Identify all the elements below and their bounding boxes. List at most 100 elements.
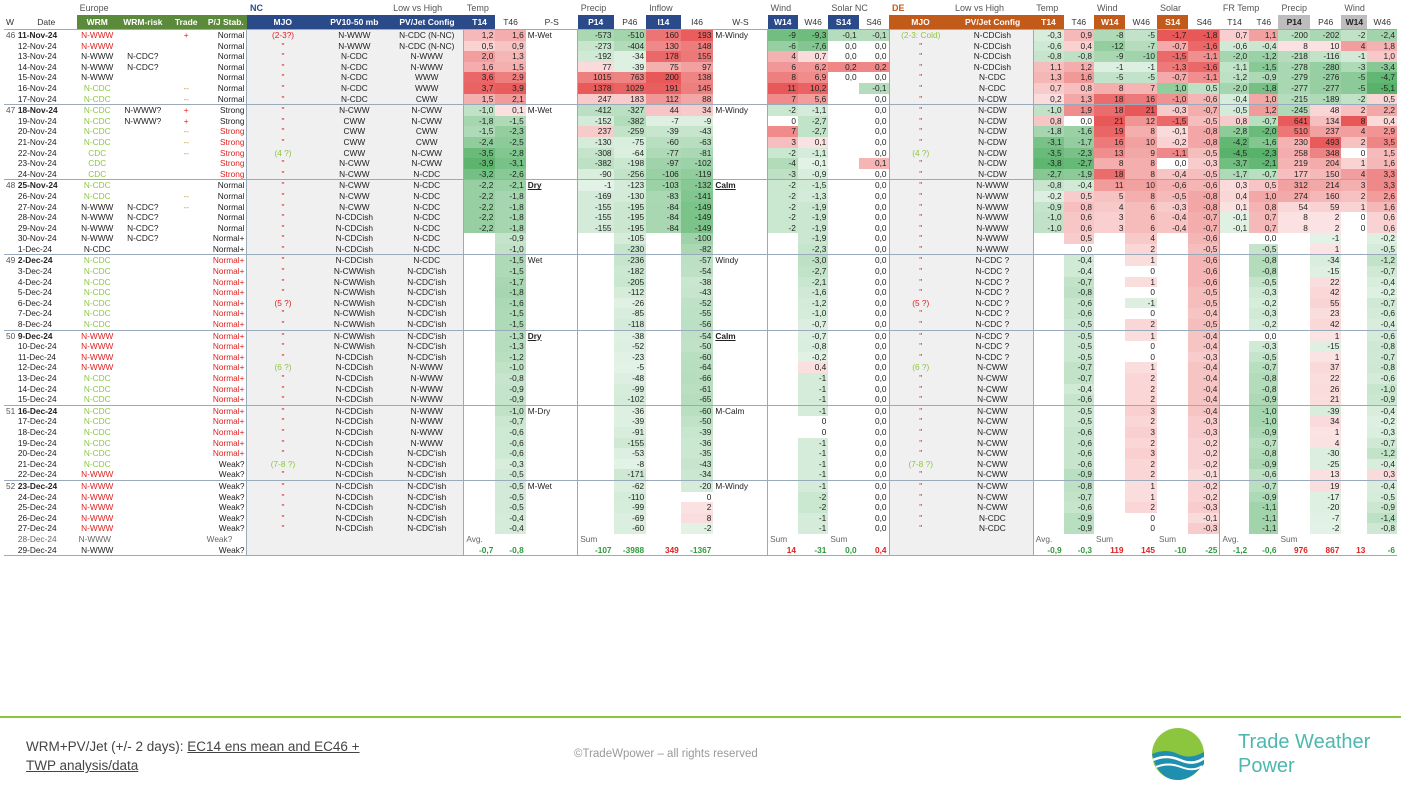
table-cell (463, 233, 496, 244)
table-cell: 10-Dec-24 (17, 341, 57, 352)
table-cell: 0,4 (1063, 40, 1095, 52)
copyright-text: ©TradeWpower – all rights reserved (574, 748, 758, 760)
table-cell: -0,7 (495, 416, 526, 427)
table-cell: -10 (1156, 544, 1189, 557)
table-cell: -0,5 (1156, 190, 1189, 202)
table-cell: 11 (1094, 179, 1126, 191)
table-cell (713, 513, 767, 524)
table-cell (713, 137, 767, 148)
table-cell: 18 (1094, 93, 1126, 105)
table-cell: -1 (797, 437, 829, 449)
group-header-cell: Low vs High (393, 3, 443, 13)
table-cell (1032, 404, 1064, 417)
table-cell (767, 469, 798, 481)
table-cell: N-WWW (951, 243, 1034, 255)
footer-link-ec14[interactable]: EC14 ens mean and EC46 + (187, 739, 360, 754)
table-cell: N-WWW (81, 491, 114, 502)
table-cell: 4 (1309, 437, 1342, 449)
table-cell: N-CDC (83, 190, 111, 201)
table-cell (828, 448, 858, 459)
table-cell: N-CWW (318, 179, 391, 191)
table-cell: -- (183, 136, 189, 147)
table-cell: -116 (1309, 51, 1342, 62)
table-cell: -277 (1309, 82, 1342, 94)
table-cell: -6 (1367, 544, 1397, 557)
table-cell: 1,8 (1367, 40, 1397, 52)
table-cell: " (246, 254, 319, 267)
table-cell: 4 (767, 51, 798, 62)
table-cell: N-CDCish (318, 351, 391, 363)
table-cell: -0,6 (1063, 458, 1095, 470)
table-cell: N-CDC (83, 319, 111, 330)
table-cell: -412 (577, 104, 614, 116)
table-cell (168, 362, 205, 373)
table-cell (525, 544, 578, 557)
table-cell (646, 448, 681, 459)
table-cell (168, 459, 205, 470)
table-cell (1094, 492, 1125, 503)
table-cell (767, 266, 798, 277)
table-cell (318, 544, 391, 557)
table-cell: N-CDC'ish (390, 319, 464, 331)
table-cell: WWW (390, 82, 464, 94)
table-cell: 0,0 (875, 136, 887, 147)
table-row: 14-Dec-24 N-CDC Normal+ " N-CDCish N-WWW -0,9-… (4, 383, 1397, 395)
table-cell: 2,9 (1367, 126, 1397, 137)
table-cell: -0,2 (1249, 319, 1279, 331)
table-cell: -0,6 (1063, 426, 1095, 438)
column-header: T14 (1219, 15, 1250, 30)
table-cell: 247 (577, 93, 614, 105)
table-cell: 0,2 (1032, 93, 1064, 105)
table-cell: N-WWW (76, 544, 118, 557)
table-cell: N-WWW (76, 28, 118, 41)
table-cell: -0,3 (1156, 201, 1189, 213)
table-cell: 0,0 (858, 254, 890, 267)
table-cell: " (888, 469, 952, 481)
table-cell (4, 266, 16, 277)
table-cell (713, 448, 767, 459)
footer-link-twp[interactable]: TWP analysis/data (26, 758, 139, 773)
table-cell: -10 (1125, 51, 1157, 62)
table-cell: N-CWW (951, 416, 1034, 427)
table-cell: 8 (1094, 82, 1126, 94)
table-cell: 11-Nov-24 (15, 28, 77, 41)
table-cell (577, 491, 614, 503)
table-cell: -273 (577, 40, 614, 52)
table-cell: CWW (318, 115, 391, 127)
table-cell (767, 458, 798, 470)
table-row: 11-Dec-24 N-WWW Normal+ " N-CDCish N-CDC'ish -… (4, 351, 1397, 363)
table-cell: 0,0 (858, 329, 890, 342)
table-row: 13-Dec-24 N-CDC Normal+ " N-CDCish N-WWW -0,8-… (4, 373, 1397, 384)
table-cell (828, 319, 858, 330)
table-cell (828, 233, 858, 244)
table-cell (767, 437, 798, 449)
table-cell (828, 223, 858, 234)
table-cell: N-CDC? (127, 212, 159, 223)
table-cell: -6 (767, 40, 798, 52)
table-cell: 1 (1341, 158, 1368, 169)
table-cell: Sum (577, 533, 614, 545)
table-cell: " (246, 491, 319, 503)
table-cell: N-CDC (83, 136, 111, 147)
table-cell: " (246, 341, 319, 352)
table-cell: 13-Nov-24 (17, 51, 57, 62)
table-cell (118, 72, 168, 83)
table-cell: -81 (680, 147, 714, 159)
table-cell: N-CDW (951, 168, 1034, 180)
table-cell (713, 438, 767, 449)
table-cell: 22-Dec-24 (17, 469, 57, 480)
table-cell: -0,7 (1367, 351, 1397, 363)
table-cell (118, 126, 168, 137)
table-cell: N-CDC'ish (390, 491, 464, 503)
table-cell: 1378 (577, 82, 614, 94)
table-cell: -60 (680, 351, 714, 363)
table-cell: N-CDC'ish (390, 523, 464, 534)
table-cell: 1,0 (1367, 51, 1397, 62)
table-cell: 0,0 (875, 147, 887, 158)
table-cell (4, 459, 16, 470)
table-cell: 18-Nov-24 (15, 104, 77, 116)
table-cell: N-WWW (81, 233, 114, 244)
table-cell: -1,2 (495, 351, 526, 363)
table-cell: -245 (1278, 104, 1310, 116)
column-header: MJO (246, 15, 319, 30)
